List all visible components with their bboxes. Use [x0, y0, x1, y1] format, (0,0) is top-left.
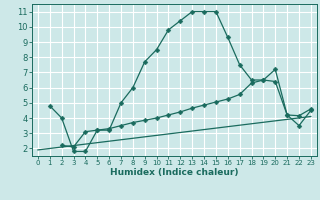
X-axis label: Humidex (Indice chaleur): Humidex (Indice chaleur): [110, 168, 239, 177]
